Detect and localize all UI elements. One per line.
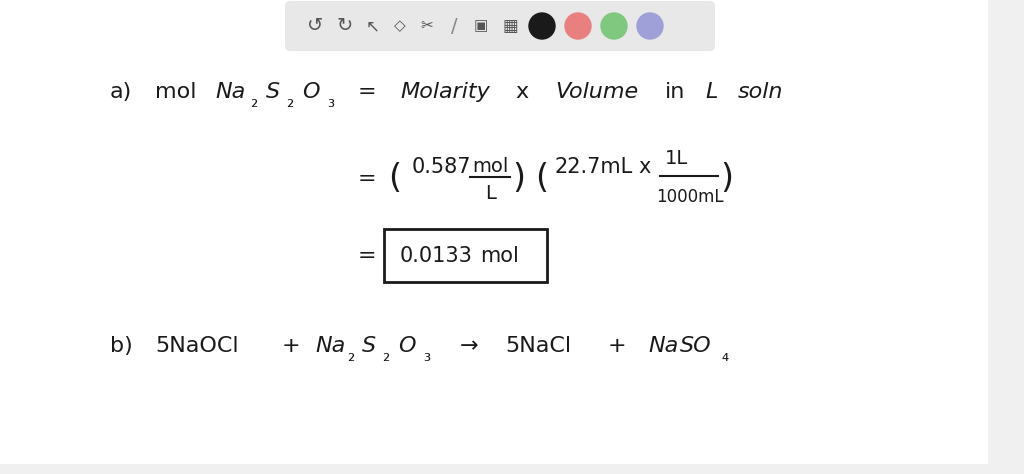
- Text: Volume: Volume: [555, 82, 638, 102]
- Text: ◇: ◇: [394, 18, 406, 34]
- Text: Na: Na: [315, 336, 345, 356]
- Text: 0.587: 0.587: [412, 157, 471, 177]
- FancyBboxPatch shape: [0, 464, 988, 474]
- Text: S: S: [362, 336, 376, 356]
- Text: /: /: [451, 17, 458, 36]
- Text: SO: SO: [680, 336, 712, 356]
- Circle shape: [565, 13, 591, 39]
- Text: ↺: ↺: [307, 17, 324, 36]
- Text: ₃: ₃: [327, 93, 334, 111]
- Text: a): a): [110, 82, 132, 102]
- Text: ₃: ₃: [423, 347, 430, 365]
- Text: ₂: ₂: [286, 93, 293, 111]
- Text: O: O: [302, 82, 319, 102]
- Text: x: x: [515, 82, 528, 102]
- Text: ₄: ₄: [722, 347, 729, 365]
- Text: mol: mol: [480, 246, 519, 266]
- FancyBboxPatch shape: [384, 229, 547, 282]
- Text: ₂: ₂: [250, 93, 257, 111]
- Text: ): ): [512, 163, 525, 195]
- Text: O: O: [398, 336, 416, 356]
- Text: 5NaOCl: 5NaOCl: [155, 336, 239, 356]
- Text: soln: soln: [738, 82, 783, 102]
- Text: 1L: 1L: [665, 149, 688, 168]
- Text: L: L: [485, 183, 496, 202]
- Text: →: →: [460, 336, 478, 356]
- FancyBboxPatch shape: [285, 1, 715, 51]
- Text: =: =: [358, 246, 377, 266]
- Text: S: S: [266, 82, 281, 102]
- Text: 0.0133: 0.0133: [400, 246, 473, 266]
- Text: ▦: ▦: [502, 17, 518, 35]
- Text: 1000mL: 1000mL: [656, 188, 724, 206]
- Text: ₂: ₂: [382, 347, 389, 365]
- Text: Na: Na: [648, 336, 678, 356]
- Text: +: +: [282, 336, 301, 356]
- Text: ↻: ↻: [337, 17, 353, 36]
- Text: (: (: [535, 163, 548, 195]
- Circle shape: [601, 13, 627, 39]
- Text: in: in: [665, 82, 685, 102]
- Text: +: +: [608, 336, 627, 356]
- Text: =: =: [358, 82, 377, 102]
- Text: (: (: [388, 163, 401, 195]
- Circle shape: [529, 13, 555, 39]
- Text: ₂: ₂: [347, 347, 354, 365]
- Text: =: =: [358, 169, 377, 189]
- Text: ✂: ✂: [421, 18, 433, 34]
- Text: Molarity: Molarity: [400, 82, 489, 102]
- Text: ↖: ↖: [366, 17, 380, 35]
- Text: Na: Na: [215, 82, 246, 102]
- Text: 5NaCl: 5NaCl: [505, 336, 571, 356]
- Text: mol: mol: [472, 157, 508, 176]
- Text: mol: mol: [155, 82, 197, 102]
- Text: ): ): [720, 163, 733, 195]
- Text: L: L: [705, 82, 718, 102]
- Text: 22.7mL: 22.7mL: [555, 157, 633, 177]
- FancyBboxPatch shape: [988, 0, 1024, 474]
- Circle shape: [637, 13, 663, 39]
- Text: b): b): [110, 336, 133, 356]
- Text: ▣: ▣: [474, 18, 488, 34]
- Text: x: x: [638, 157, 650, 177]
